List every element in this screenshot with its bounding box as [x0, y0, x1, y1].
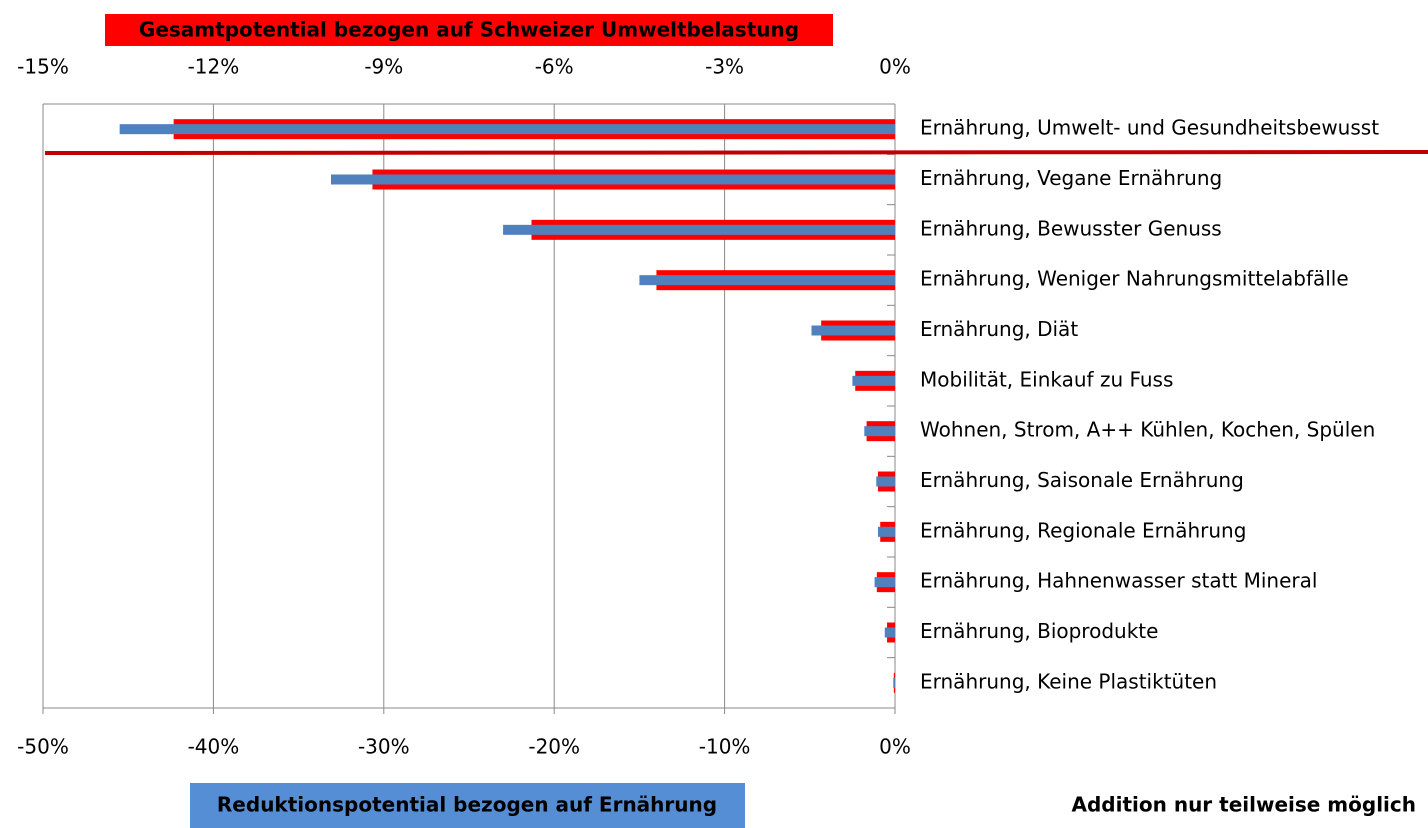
bar [876, 476, 895, 487]
category-label: Ernährung, Keine Plastiktüten [920, 669, 1217, 693]
category-label: Wohnen, Strom, A++ Kühlen, Kochen, Spüle… [920, 418, 1375, 442]
bottom-title-box [190, 783, 745, 828]
top-tick-label: -9% [364, 55, 403, 79]
decor-line [44, 150, 1428, 155]
top-tick-label: -3% [705, 55, 744, 79]
bar [884, 627, 895, 638]
bar [330, 174, 895, 185]
bar [503, 224, 895, 235]
bar [639, 275, 895, 286]
annotation: Addition nur teilweise möglich [1072, 793, 1417, 817]
top-tick-label: -12% [188, 55, 240, 79]
bar [811, 325, 895, 336]
bottom-tick-label: -30% [358, 735, 410, 759]
bottom-axis-title: Reduktionspotential bezogen auf Ernährun… [217, 793, 717, 817]
plot: -15% -12% -9% -6% -3% 0% -50% -40% -30% -20% -10% 0… [17, 55, 1379, 759]
top-tick-label: 0% [879, 55, 911, 79]
top-axis-title: Gesamtpotential bezogen auf Schweizer Um… [139, 18, 799, 42]
bottom-tick-label: 0% [879, 735, 911, 759]
bottom-tick-label: -20% [528, 735, 580, 759]
category-label: Ernährung, Saisonale Ernährung [920, 468, 1244, 492]
top-tick-label: -6% [535, 55, 574, 79]
top-title-box [105, 14, 833, 46]
bar [874, 577, 895, 588]
bar [893, 677, 895, 688]
category-label: Ernährung, Bioprodukte [920, 619, 1158, 643]
category-label: Ernährung, Hahnenwasser statt Mineral [920, 569, 1317, 593]
category-label: Ernährung, Regionale Ernährung [920, 518, 1246, 542]
bar [119, 124, 896, 135]
category-label: Ernährung, Bewusster Genuss [920, 216, 1222, 240]
category-label: Ernährung, Umwelt- und Gesundheitsbewuss… [920, 116, 1379, 140]
bar [864, 426, 895, 437]
top-tick-label: -15% [17, 55, 69, 79]
category-label: Ernährung, Vegane Ernährung [920, 166, 1222, 190]
bottom-tick-label: -50% [17, 735, 69, 759]
category-label: Ernährung, Weniger Nahrungsmittelabfälle [920, 267, 1349, 291]
bottom-tick-label: -10% [699, 735, 751, 759]
bottom-tick-label: -40% [188, 735, 240, 759]
category-label: Ernährung, Diät [920, 317, 1078, 341]
bar [852, 375, 895, 386]
bar [877, 526, 895, 537]
category-label: Mobilität, Einkauf zu Fuss [920, 367, 1173, 391]
